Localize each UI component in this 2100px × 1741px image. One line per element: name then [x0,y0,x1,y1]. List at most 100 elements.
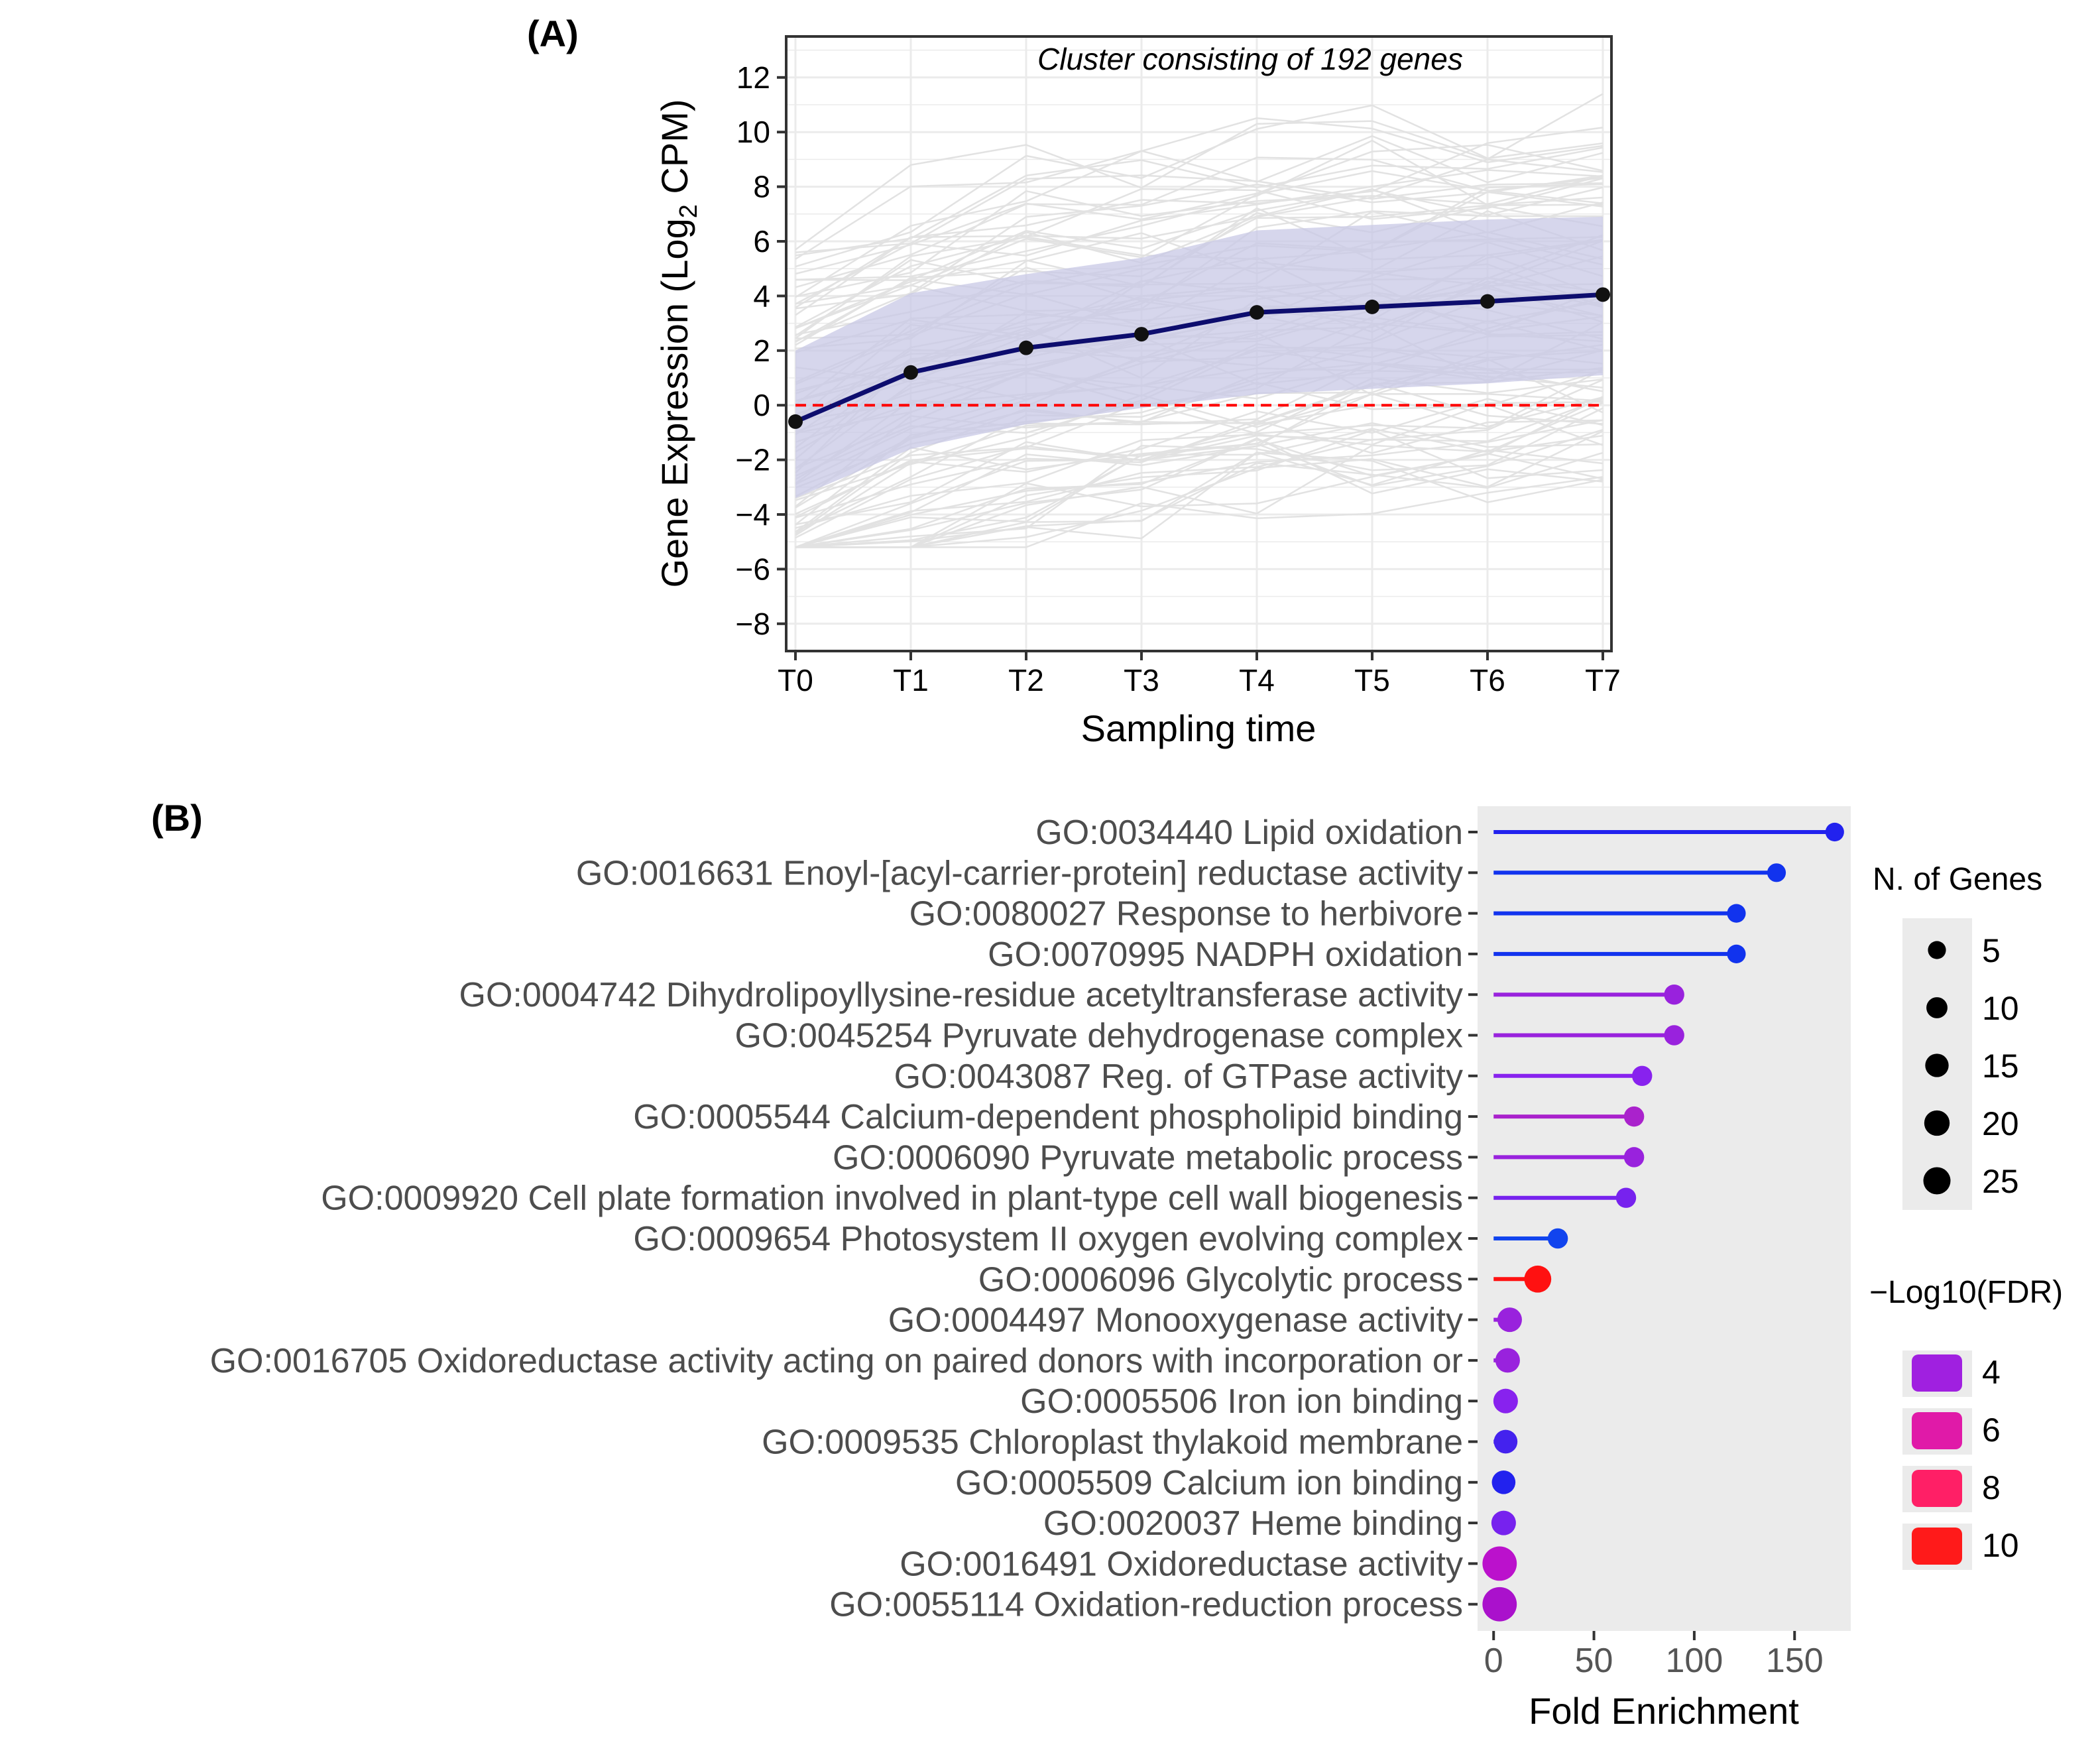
plot-a-gene-profile [795,437,1604,548]
plot-b-point [1664,984,1684,1005]
plot-a-gene-profile [795,452,1604,548]
plot-a-y-tick-label: 10 [736,115,770,149]
legend-gene-count-items: 5 10 15 20 25 [1923,932,2019,1200]
plot-b-point [1524,1265,1552,1293]
plot-b-x-axis: 0 50 100 150 [1484,1631,1824,1680]
plot-b-x-tick-label: 0 [1484,1642,1503,1680]
legend-fdr-items: 4 6 8 10 [1902,1351,2019,1570]
plot-b-point [1727,944,1746,963]
plot-a-gene-profile [795,397,1604,548]
plot-a-cluster-annotation: Cluster consisting of 192 genes [1037,42,1463,76]
legend-fdr-swatch [1912,1354,1962,1392]
plot-a-gene-profile [795,392,1604,501]
plot-b-point [1623,1106,1645,1127]
legend-fdr-label: 4 [1982,1354,2001,1391]
plot-b-x-tick-label: 150 [1766,1642,1824,1680]
plot-a-gene-profile [795,379,1604,526]
legend-gene-count-label: 10 [1982,990,2019,1027]
plot-a-y-tick-label: −4 [736,497,770,532]
plot-a-gene-profile [795,93,1604,251]
plot-a-x-tick-label: T7 [1585,663,1621,697]
plot-a-y-tick-label: 6 [753,224,770,259]
plot-b-x-tick-label: 100 [1666,1642,1723,1680]
plot-a-mean-point [788,414,803,429]
panel-b: (B) GO:0034440 Lipid oxidationGO:0016631… [151,797,2063,1732]
plot-b-term-label: GO:0004742 Dihydrolipoyllysine-residue a… [459,976,1464,1014]
plot-a-gene-profile [795,419,1604,548]
plot-a-gene-profile [795,117,1604,298]
plot-b-background [1478,806,1851,1631]
plot-b-point [1623,1147,1645,1168]
plot-a-gene-profile [795,169,1604,305]
legend-gene-count-label: 5 [1982,932,2001,969]
plot-a-x-tick-label: T3 [1124,663,1159,697]
plot-b-term-label: GO:0016491 Oxidoreductase activity [900,1545,1463,1583]
legend-gene-count-dot [1926,997,1948,1018]
plot-a-y-tick-label: 2 [753,333,770,368]
plot-a-gene-profile [795,135,1604,260]
panel-b-tag: (B) [151,797,203,839]
plot-b-term-label: GO:0016705 Oxidoreductase activity actin… [210,1342,1463,1380]
plot-b-term-label: GO:0004497 Monooxygenase activity [888,1301,1463,1340]
plot-a-x-tick-label: T2 [1008,663,1044,697]
plot-a-mean-points [788,287,1610,429]
plot-b-point [1495,1348,1520,1373]
plot-a-gene-profile [795,429,1604,548]
plot-b-point [1497,1307,1522,1333]
plot-a-gene-profile [795,104,1604,268]
plot-b-point [1727,904,1746,923]
plot-a-gene-profile [795,174,1604,342]
plot-a-y-title: Gene Expression (Log2 CPM) [654,99,703,587]
plot-a-x-tick-label: T5 [1354,663,1390,697]
legend-gene-count-title: N. of Genes [1873,862,2042,897]
plot-a-y-tick-label: 12 [736,60,770,95]
plot-b-point [1615,1187,1637,1208]
plot-b-point [1547,1228,1568,1249]
plot-a-mean-point [1596,287,1610,302]
legend-gene-count-dot [1924,1110,1950,1136]
plot-a-y-tick-label: −8 [736,607,770,641]
plot-a-gene-profile [795,147,1604,257]
plot-b-x-title: Fold Enrichment [1529,1690,1799,1732]
plot-b-point [1482,1546,1517,1581]
legend-gene-count-dot [1923,1167,1951,1195]
plot-a-x-title: Sampling time [1081,707,1316,749]
plot-a-gene-profile [795,127,1604,308]
plot-a-mean-point [1365,299,1379,314]
legend-gene-count: N. of Genes 5 10 15 20 25 [1873,862,2042,1210]
plot-a-y-axis: 12 10 8 6 4 2 0 −2 −4 −6 −8 [736,60,786,641]
plot-a-ribbon [795,216,1603,499]
plot-b-term-label: GO:0009920 Cell plate formation involved… [321,1179,1463,1218]
plot-b-term-label: GO:0020037 Heme binding [1043,1504,1463,1543]
legend-fdr-label: 6 [1982,1411,2001,1449]
plot-a-gene-profile [795,451,1604,548]
legend-gene-count-label: 20 [1982,1105,2019,1142]
plot-a-x-tick-label: T6 [1470,663,1505,697]
plot-a-gene-profile [795,422,1604,548]
plot-b-point [1493,1388,1518,1413]
plot-a-mean-line [794,292,1604,424]
panel-a: (A) 12 10 8 6 4 2 0 −2 −4 −6 −8 T0 T1 T2 T3 T4 T5 T6 T7 C… [527,13,1621,749]
plot-a-gene-profile [795,158,1604,316]
plot-b-term-label: GO:0009654 Photosystem II oxygen evolvin… [633,1220,1463,1258]
legend-fdr-title: −Log10(FDR) [1869,1275,2063,1310]
plot-a-gene-profile [795,434,1604,548]
plot-a-y-tick-label: 0 [753,388,770,422]
plot-b-point [1631,1065,1653,1087]
plot-b-term-label: GO:0055114 Oxidation-reduction process [829,1586,1463,1624]
legend-fdr-swatch [1912,1470,1962,1507]
plot-a-mean-point [1134,327,1149,342]
plot-a-gene-profile [795,144,1604,275]
plot-b-term-label: GO:0034440 Lipid oxidation [1035,813,1463,852]
plot-b-point [1825,822,1844,842]
plot-b-term-label: GO:0080027 Response to herbivore [909,895,1463,933]
plot-b-term-label: GO:0009535 Chloroplast thylakoid membran… [762,1423,1463,1462]
plot-a-y-tick-label: 8 [753,170,770,204]
plot-a-y-tick-label: −6 [736,552,770,586]
plot-a-x-tick-label: T4 [1239,663,1275,697]
plot-a-mean-point [1480,294,1495,309]
panel-a-tag: (A) [527,13,579,54]
plot-b-x-tick-label: 50 [1575,1642,1613,1680]
plot-b-point [1767,863,1786,882]
